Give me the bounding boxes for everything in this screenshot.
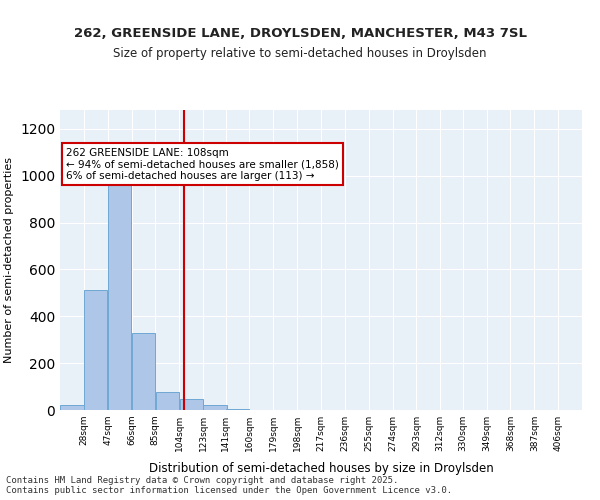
Text: Contains HM Land Registry data © Crown copyright and database right 2025.
Contai: Contains HM Land Registry data © Crown c… [6, 476, 452, 495]
Bar [61, 406, 83, 410]
Bar [155, 392, 179, 410]
Text: Size of property relative to semi-detached houses in Droylsden: Size of property relative to semi-detach… [113, 47, 487, 60]
Bar [84, 290, 107, 410]
Bar [203, 406, 227, 410]
Text: 262 GREENSIDE LANE: 108sqm
← 94% of semi-detached houses are smaller (1,858)
6% : 262 GREENSIDE LANE: 108sqm ← 94% of semi… [66, 148, 339, 180]
Text: 262, GREENSIDE LANE, DROYLSDEN, MANCHESTER, M43 7SL: 262, GREENSIDE LANE, DROYLSDEN, MANCHEST… [74, 27, 527, 40]
Bar [226, 409, 249, 410]
Bar [132, 332, 155, 410]
Bar [108, 157, 131, 410]
X-axis label: Distribution of semi-detached houses by size in Droylsden: Distribution of semi-detached houses by … [149, 462, 493, 475]
Y-axis label: Number of semi-detached properties: Number of semi-detached properties [4, 157, 14, 363]
Bar [179, 400, 203, 410]
